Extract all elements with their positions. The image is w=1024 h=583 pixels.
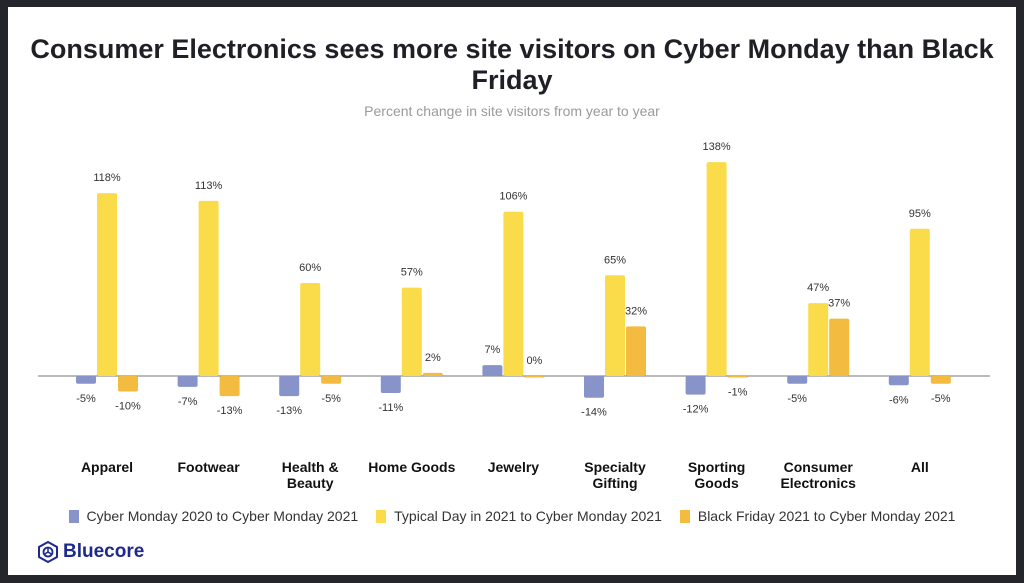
data-label: -6%	[889, 394, 909, 406]
bar-0-2	[279, 376, 300, 397]
data-label: -5%	[76, 393, 96, 405]
bar-1-0	[97, 193, 117, 376]
data-label: 113%	[195, 180, 223, 192]
category-label: Sporting	[688, 459, 746, 475]
bar-0-5	[584, 376, 604, 398]
data-label: 2%	[425, 352, 441, 364]
bar-2-3	[422, 372, 443, 376]
bar-0-8	[888, 376, 909, 386]
chart-title: Consumer Electronics sees more site visi…	[30, 34, 994, 95]
data-label: 57%	[401, 267, 423, 279]
bar-0-1	[177, 376, 198, 387]
category-label: Home Goods	[368, 459, 455, 475]
data-label: -12%	[683, 404, 709, 416]
legend-swatch	[68, 509, 79, 523]
legend-item: Black Friday 2021 to Cyber Monday 2021	[679, 508, 956, 524]
legend-label: Black Friday 2021 to Cyber Monday 2021	[697, 508, 956, 524]
data-label: 106%	[499, 191, 527, 203]
data-label: -5%	[321, 393, 341, 405]
data-label: -10%	[115, 401, 141, 413]
bar-2-4	[524, 376, 545, 378]
category-label: Gifting	[592, 475, 637, 491]
bar-1-6	[706, 162, 727, 376]
data-label: -11%	[378, 402, 403, 414]
bar-1-1	[198, 200, 219, 376]
bar-2-2	[321, 376, 342, 384]
bar-0-3	[380, 376, 401, 394]
category-label: Electronics	[780, 475, 856, 491]
category-label: Health &	[282, 459, 339, 475]
bluecore-logo: Bluecore	[38, 541, 144, 563]
category-label: Consumer	[784, 459, 854, 475]
bar-2-0	[118, 376, 138, 392]
bar-2-6	[727, 376, 748, 378]
bar-1-2	[300, 283, 321, 376]
bar-2-5	[626, 326, 646, 376]
bar-1-4	[503, 211, 524, 376]
data-label: -7%	[178, 396, 198, 408]
category-label: Footwear	[177, 459, 240, 475]
data-label: -14%	[581, 407, 607, 419]
legend: Cyber Monday 2020 to Cyber Monday 2021 Ty…	[0, 508, 1024, 524]
bar-2-7	[829, 318, 850, 376]
data-label: -1%	[728, 387, 748, 399]
category-label: Goods	[694, 475, 739, 491]
data-label: -5%	[931, 393, 951, 405]
legend-swatch	[679, 509, 690, 523]
bar-2-1	[219, 376, 240, 397]
data-label: 37%	[828, 298, 850, 310]
bar-2-8	[930, 376, 951, 384]
legend-label: Cyber Monday 2020 to Cyber Monday 2021	[86, 508, 359, 524]
data-label: 118%	[93, 172, 121, 184]
legend-label: Typical Day in 2021 to Cyber Monday 2021	[394, 508, 662, 524]
category-label: Specialty	[584, 459, 646, 475]
chart-subtitle: Percent change in site visitors from yea…	[364, 103, 660, 119]
data-label: 47%	[807, 282, 829, 294]
category-label: All	[911, 459, 929, 475]
brand-name: Bluecore	[63, 541, 145, 562]
legend-item: Cyber Monday 2020 to Cyber Monday 2021	[68, 508, 359, 524]
bar-0-4	[482, 365, 503, 376]
data-label: 65%	[604, 254, 626, 266]
data-label: 138%	[703, 141, 731, 153]
data-label: -5%	[787, 393, 807, 405]
category-label: Jewelry	[488, 459, 540, 475]
bar-0-0	[76, 376, 96, 384]
data-label: -13%	[217, 405, 243, 417]
category-label: Beauty	[287, 475, 334, 491]
bluecore-logo-icon	[38, 541, 58, 563]
legend-item: Typical Day in 2021 to Cyber Monday 2021	[376, 508, 662, 524]
bar-1-5	[605, 275, 625, 376]
bar-0-7	[787, 376, 808, 384]
data-label: -13%	[276, 405, 302, 417]
category-label: Apparel	[81, 459, 133, 475]
data-label: 95%	[909, 208, 931, 220]
bar-1-7	[808, 303, 829, 376]
bar-1-3	[401, 287, 422, 376]
bar-0-6	[685, 376, 706, 395]
data-label: 7%	[484, 344, 500, 356]
data-label: 32%	[625, 305, 647, 317]
bar-1-8	[909, 228, 930, 376]
legend-swatch	[376, 509, 387, 523]
data-label: 0%	[526, 355, 542, 367]
data-label: 60%	[299, 262, 321, 274]
